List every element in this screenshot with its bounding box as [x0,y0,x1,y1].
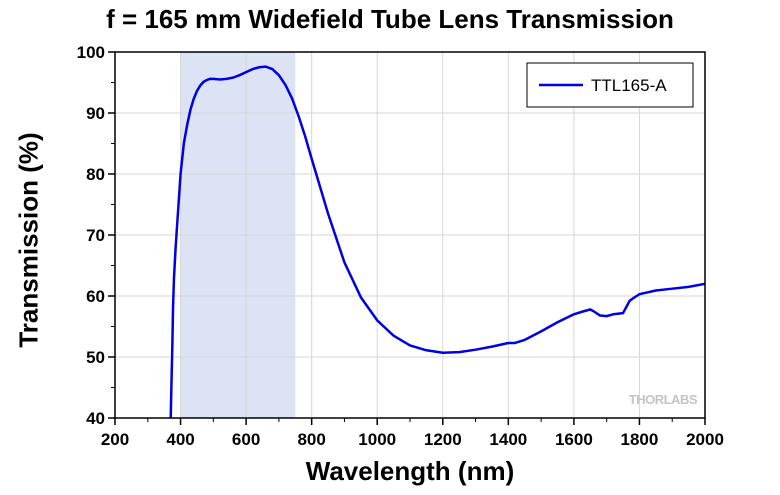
y-tick-label: 70 [86,226,105,245]
x-tick-label: 1600 [555,430,593,449]
y-tick-label: 40 [86,409,105,428]
chart-title: f = 165 mm Widefield Tube Lens Transmiss… [106,4,674,34]
y-tick-label: 50 [86,348,105,367]
y-tick-label: 90 [86,104,105,123]
x-tick-label: 200 [101,430,129,449]
thorlabs-logo: THORLABS [629,392,698,407]
x-tick-label: 1400 [489,430,527,449]
y-tick-label: 80 [86,165,105,184]
x-tick-label: 1000 [358,430,396,449]
x-axis-label: Wavelength (nm) [305,456,515,486]
series-line [169,65,706,419]
x-tick-label: 400 [166,430,194,449]
x-tick-label: 1200 [424,430,462,449]
x-tick-label: 600 [232,430,260,449]
x-tick-label: 1800 [621,430,659,449]
legend-label: TTL165-A [591,76,667,95]
y-tick-label: 100 [77,43,105,62]
x-tick-label: 2000 [686,430,724,449]
y-tick-label: 60 [86,287,105,306]
x-tick-label: 800 [297,430,325,449]
